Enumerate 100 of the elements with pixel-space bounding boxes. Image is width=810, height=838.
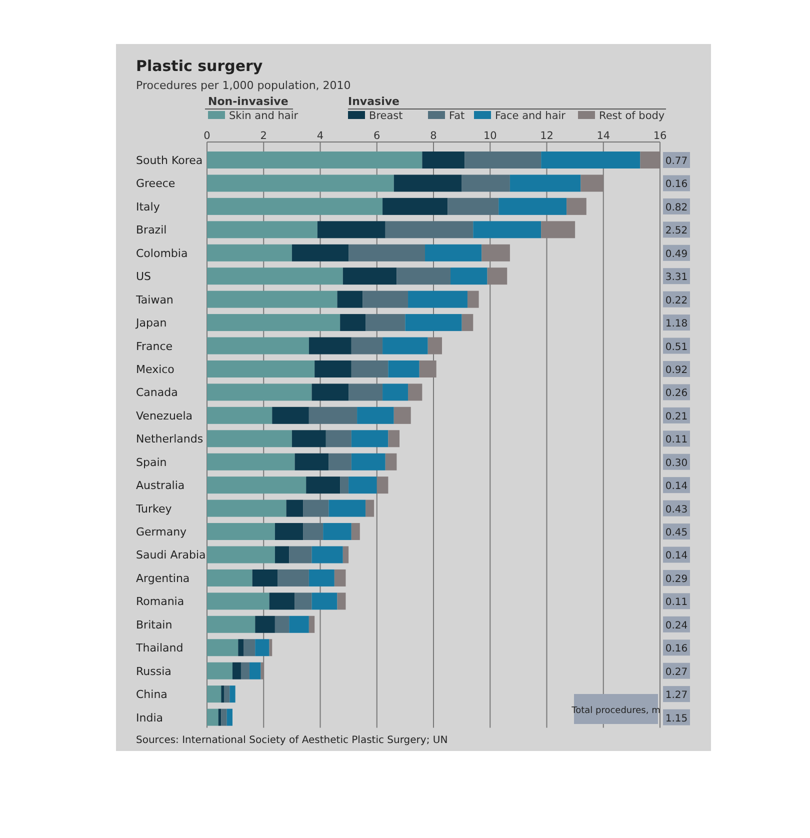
bar xyxy=(498,198,567,215)
bar xyxy=(428,337,442,354)
x-tick-label: 10 xyxy=(483,130,497,142)
y-tick-label: Thailand xyxy=(135,642,184,655)
y-tick-label: Germany xyxy=(136,526,188,539)
bar xyxy=(314,360,352,378)
bar xyxy=(207,198,383,215)
bar xyxy=(348,384,383,401)
bar xyxy=(207,406,272,424)
bar xyxy=(510,174,581,192)
text: Non-invasive xyxy=(208,95,288,108)
source-note: Sources: International Society of Aesthetic Plastic Surgery; UN xyxy=(136,735,448,746)
bar xyxy=(221,686,224,703)
text: 0.11 xyxy=(665,597,688,608)
bar xyxy=(394,406,411,424)
bar xyxy=(207,290,338,308)
x-tick-label: 2 xyxy=(260,130,267,142)
bar xyxy=(207,616,256,633)
bar xyxy=(541,152,640,168)
y-tick-label: Spain xyxy=(136,456,167,469)
bar xyxy=(348,476,377,494)
bar xyxy=(388,360,420,378)
bar xyxy=(388,430,400,448)
bar xyxy=(292,244,349,262)
bar xyxy=(274,523,304,540)
y-tick-label: Britain xyxy=(136,618,172,632)
text: 0.16 xyxy=(665,644,688,655)
bar xyxy=(232,662,241,680)
bar xyxy=(207,523,275,540)
bar xyxy=(342,268,397,285)
bar xyxy=(269,592,295,610)
bar xyxy=(312,384,349,401)
bar xyxy=(351,453,386,470)
bar xyxy=(425,244,482,262)
legend-label: Skin and hair xyxy=(229,110,299,122)
bar xyxy=(312,592,338,610)
bar xyxy=(249,662,261,680)
bar xyxy=(342,546,349,564)
bar xyxy=(306,476,340,494)
bar xyxy=(482,244,510,262)
bar xyxy=(419,360,436,378)
y-tick-label: Venezuela xyxy=(136,409,192,422)
bar xyxy=(272,406,309,424)
bar xyxy=(328,500,366,517)
bar xyxy=(366,500,374,517)
y-tick-label: Netherlands xyxy=(136,432,204,446)
bar xyxy=(376,476,388,494)
text: 0.43 xyxy=(665,504,688,516)
bar xyxy=(230,686,236,703)
bar xyxy=(312,546,343,564)
y-tick-label: South Korea xyxy=(136,154,203,167)
bar xyxy=(408,384,422,401)
text: 0.49 xyxy=(665,248,688,260)
y-tick-label: Italy xyxy=(136,200,160,214)
bar xyxy=(207,476,306,494)
bar xyxy=(462,174,510,192)
x-tick-label: 8 xyxy=(430,130,437,142)
bar xyxy=(289,616,309,633)
bar xyxy=(351,523,360,540)
bar xyxy=(286,500,304,517)
text: 0.21 xyxy=(665,411,688,422)
x-tick-label: 12 xyxy=(540,130,554,142)
bar xyxy=(274,616,290,633)
bar xyxy=(340,476,349,494)
y-tick-label: US xyxy=(136,270,152,284)
y-tick-label: Mexico xyxy=(136,362,175,376)
text: 0.27 xyxy=(665,666,688,678)
bar xyxy=(566,198,586,215)
bar xyxy=(240,662,250,680)
x-tick-label: 6 xyxy=(374,130,381,142)
bar xyxy=(362,290,408,308)
bar xyxy=(207,360,315,378)
bar xyxy=(340,314,366,332)
bar xyxy=(382,198,448,215)
bar xyxy=(487,268,508,285)
bar xyxy=(207,244,292,262)
bar xyxy=(207,314,340,332)
bar xyxy=(317,221,386,238)
chart-subtitle: Procedures per 1,000 population, 2010 xyxy=(136,79,351,92)
bar xyxy=(462,314,474,332)
y-tick-label: Greece xyxy=(136,177,176,190)
bar xyxy=(303,523,324,540)
bar xyxy=(473,221,542,238)
bar xyxy=(207,592,270,610)
y-tick-label: Turkey xyxy=(135,502,172,516)
bar xyxy=(207,268,343,285)
text: 1.27 xyxy=(665,690,688,702)
bar xyxy=(394,174,462,192)
y-tick-label: France xyxy=(136,340,173,353)
bar xyxy=(207,453,295,470)
bar xyxy=(351,430,388,448)
bar xyxy=(464,152,542,168)
bar xyxy=(207,569,252,586)
bar xyxy=(366,314,406,332)
x-tick-label: 14 xyxy=(596,130,610,142)
bar xyxy=(405,314,462,332)
bar xyxy=(274,546,290,564)
bar xyxy=(351,360,388,378)
bar xyxy=(226,708,232,726)
bar xyxy=(541,221,576,238)
